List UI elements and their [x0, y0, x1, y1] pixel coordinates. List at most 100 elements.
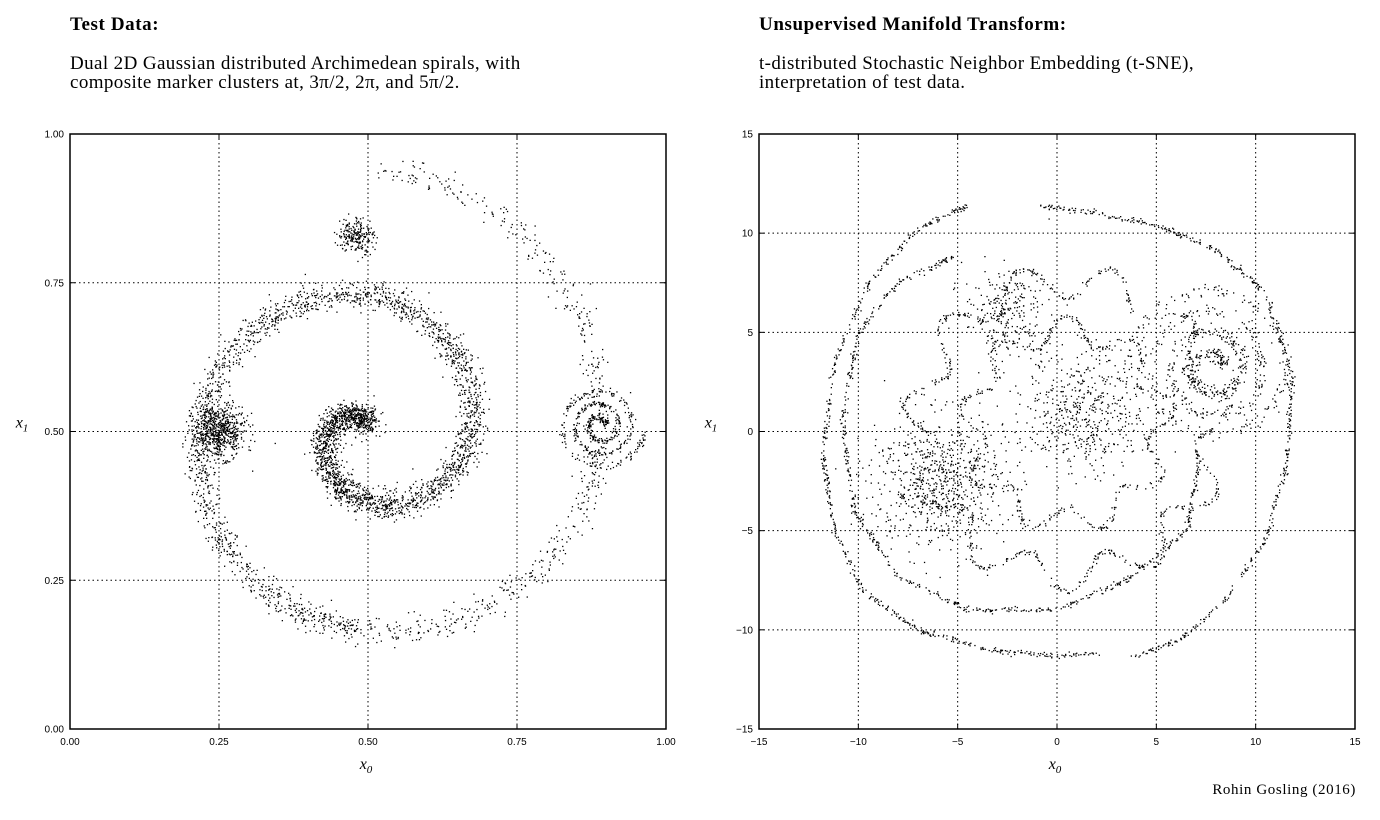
left-series-1-point [354, 645, 357, 648]
left-series-0-point [289, 315, 291, 317]
left-series-0-point [439, 329, 441, 331]
left-series-0-point [474, 422, 476, 424]
left-series-0-point [372, 487, 374, 490]
left-series-0-point [420, 506, 422, 508]
left-series-0-point [340, 503, 342, 505]
left-series-0-point [319, 295, 321, 298]
left-series-0-point [260, 338, 262, 341]
left-series-0-point [208, 377, 210, 379]
left-series-0-point [382, 284, 384, 286]
left-series-0-point [333, 439, 336, 441]
left-series-1-point [394, 501, 396, 503]
left-series-0-point [367, 424, 369, 426]
left-series-0-point [598, 388, 600, 390]
left-series-1-point [455, 415, 457, 418]
left-series-0-point [476, 201, 479, 204]
left-series-1-point [242, 319, 244, 322]
left-series-0-point [547, 268, 549, 271]
left-series-1-point [358, 487, 360, 489]
left-series-0-point [401, 303, 403, 306]
left-series-0-point [358, 492, 360, 494]
left-series-0-point [398, 305, 400, 307]
left-series-1-point [313, 440, 315, 442]
left-series-0-point [358, 426, 361, 429]
left-series-0-point [319, 433, 321, 435]
left-series-0-point [335, 448, 337, 450]
left-series-1-point [336, 416, 338, 418]
left-series-0-point [204, 464, 206, 466]
left-series-0-point [317, 308, 319, 311]
left-series-0-point [470, 446, 472, 448]
left-series-0-point [387, 511, 389, 513]
left-series-1-point [326, 460, 329, 462]
left-series-0-point [384, 488, 387, 490]
left-series-0-point [384, 431, 386, 434]
left-series-0-point [371, 628, 373, 630]
left-series-0-point [374, 495, 376, 498]
left-series-1-point [403, 516, 406, 519]
left-series-0-point [212, 383, 214, 385]
left-series-0-point [479, 368, 481, 370]
left-series-0-point [326, 444, 328, 446]
left-series-1-point [380, 502, 382, 504]
left-series-0-point [333, 427, 335, 430]
left-series-0-point [290, 608, 292, 610]
left-series-0-point [341, 404, 343, 406]
left-series-0-point [363, 494, 366, 496]
left-series-1-point [340, 412, 342, 414]
left-series-0-point [386, 299, 388, 301]
left-series-1-point [256, 569, 258, 571]
left-series-0-point [481, 615, 483, 617]
left-series-0-point [473, 411, 475, 413]
left-series-0-point [229, 366, 231, 368]
left-series-0-point [322, 468, 324, 470]
left-series-0-point [474, 404, 477, 406]
left-series-0-point [596, 365, 599, 368]
left-series-0-point [248, 322, 250, 324]
left-series-0-point [214, 390, 217, 392]
left-series-0-point [569, 538, 571, 540]
left-series-1-point [447, 358, 450, 360]
left-series-1-point [316, 308, 318, 311]
left-series-0-point [530, 575, 533, 578]
left-series-0-point [339, 616, 341, 618]
left-series-0-point [322, 624, 324, 627]
left-series-1-point [363, 408, 366, 410]
left-series-0-point [548, 253, 551, 255]
left-series-0-point [605, 482, 607, 484]
left-series-0-point [232, 345, 234, 347]
left-series-0-point [452, 462, 454, 464]
left-series-1-point [411, 290, 413, 293]
left-series-0-point [233, 553, 235, 555]
left-series-0-point [348, 497, 351, 499]
left-series-0-point [598, 414, 601, 416]
left-series-0-point [335, 485, 337, 487]
left-series-0-point [339, 404, 341, 407]
left-series-0-point [224, 347, 226, 350]
left-series-0-point [466, 370, 468, 372]
left-series-0-point [358, 506, 360, 509]
left-series-0-point [550, 270, 552, 272]
left-series-1-point [384, 504, 386, 506]
left-series-0-point [438, 491, 440, 493]
left-series-1-point [432, 331, 435, 334]
left-series-1-point [328, 300, 330, 302]
left-series-0-point [233, 356, 235, 358]
left-series-0-point [374, 416, 376, 418]
left-series-0-point [343, 399, 345, 401]
left-series-1-point [335, 493, 337, 496]
left-series-0-point [356, 415, 358, 417]
left-series-0-point [348, 419, 351, 422]
left-series-0-point [268, 294, 270, 296]
left-series-0-point [245, 320, 247, 322]
left-series-0-point [461, 201, 463, 203]
left-series-0-point [446, 635, 449, 638]
left-series-0-point [327, 472, 329, 474]
left-series-1-point [319, 452, 321, 454]
left-series-0-point [275, 308, 277, 310]
left-series-1-point [369, 411, 372, 414]
left-series-0-point [192, 429, 195, 431]
left-series-0-point [204, 401, 206, 403]
left-series-0-point [509, 586, 512, 588]
left-series-0-point [467, 401, 469, 403]
